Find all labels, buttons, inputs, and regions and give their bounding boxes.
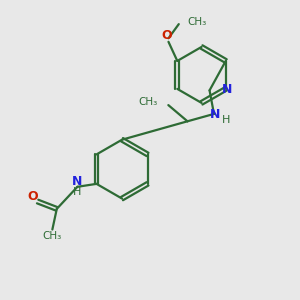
Text: O: O <box>27 190 38 203</box>
Text: CH₃: CH₃ <box>139 97 158 106</box>
Text: H: H <box>222 116 230 125</box>
Text: CH₃: CH₃ <box>43 231 62 241</box>
Text: N: N <box>72 175 82 188</box>
Text: N: N <box>210 108 220 121</box>
Text: N: N <box>222 83 232 96</box>
Text: O: O <box>162 29 172 42</box>
Text: CH₃: CH₃ <box>187 17 206 27</box>
Text: H: H <box>73 187 81 197</box>
